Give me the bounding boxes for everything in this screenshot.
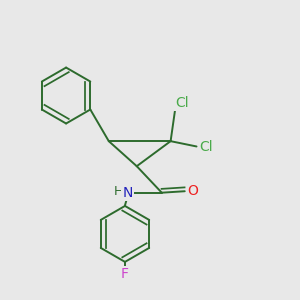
Text: N: N [122, 186, 133, 200]
Text: O: O [187, 184, 198, 198]
Text: Cl: Cl [199, 140, 213, 154]
Text: H: H [114, 185, 123, 198]
Text: Cl: Cl [176, 96, 189, 110]
Text: F: F [121, 267, 129, 281]
